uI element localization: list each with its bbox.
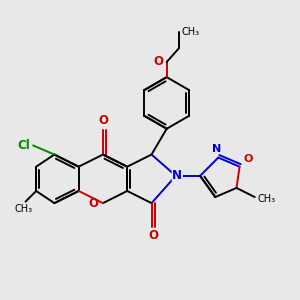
- Text: CH₃: CH₃: [181, 27, 200, 37]
- Text: O: O: [243, 154, 253, 164]
- Text: O: O: [148, 229, 158, 242]
- Text: O: O: [98, 114, 108, 127]
- Text: N: N: [172, 169, 182, 182]
- Text: N: N: [212, 144, 221, 154]
- Text: Cl: Cl: [17, 139, 30, 152]
- Text: O: O: [153, 55, 163, 68]
- Text: CH₃: CH₃: [14, 204, 32, 214]
- Text: O: O: [88, 197, 98, 210]
- Text: CH₃: CH₃: [257, 194, 275, 204]
